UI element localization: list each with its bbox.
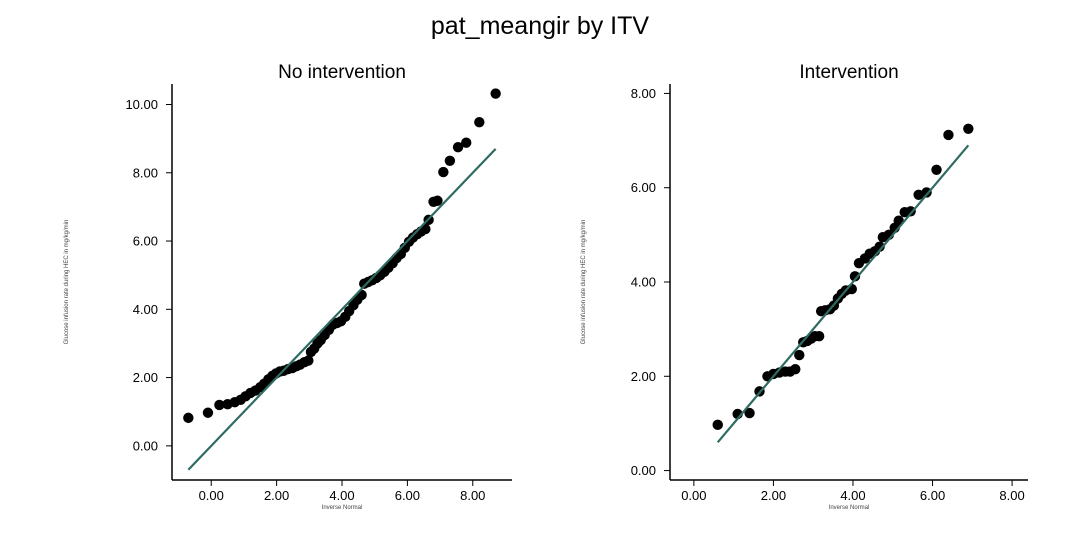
y-axis-title: Glucose infusion rate during HEC in mg/k…: [64, 220, 70, 345]
y-tick-label: 2.00: [133, 370, 158, 385]
data-point: [438, 166, 449, 178]
data-point: [794, 349, 805, 361]
y-tick-label: 6.00: [631, 180, 656, 195]
data-point: [813, 331, 825, 342]
reference-line: [187, 148, 497, 471]
x-tick-label: 8.00: [460, 488, 485, 503]
y-tick-label: 4.00: [133, 302, 158, 317]
x-tick-label: 0.00: [199, 488, 224, 503]
data-point: [452, 141, 464, 153]
reference-line: [716, 144, 970, 443]
data-point: [303, 355, 314, 366]
data-point: [444, 155, 456, 167]
data-point: [432, 195, 443, 206]
data-point: [931, 164, 942, 175]
data-point: [963, 123, 974, 134]
y-tick-label: 4.00: [631, 275, 656, 290]
data-point: [183, 412, 194, 424]
data-point: [874, 241, 885, 252]
panel-title: No intervention: [278, 62, 406, 83]
data-point: [461, 137, 472, 148]
data-point: [744, 407, 755, 419]
x-tick-label: 6.00: [395, 488, 420, 503]
figure-title: pat_meangir by ITV: [430, 12, 650, 40]
y-tick-label: 0.00: [631, 463, 656, 478]
data-point: [214, 399, 225, 411]
x-tick-label: 2.00: [264, 488, 289, 503]
data-point: [921, 187, 932, 198]
y-tick-label: 8.00: [133, 165, 158, 180]
x-tick-label: 6.00: [920, 488, 945, 503]
data-point: [905, 206, 916, 217]
data-point: [712, 419, 723, 431]
y-tick-label: 10.00: [125, 97, 158, 112]
panel-title: Intervention: [799, 62, 898, 83]
x-tick-label: 8.00: [999, 488, 1024, 503]
data-point: [943, 129, 954, 141]
data-point: [849, 271, 861, 282]
x-tick-label: 0.00: [681, 488, 706, 503]
data-point: [490, 88, 501, 99]
data-point: [913, 189, 924, 200]
chart-panel-2: Intervention 0.00 2.00 4.00 6.00 8.00 0.00 2.00…: [581, 62, 1028, 511]
data-point: [790, 364, 801, 375]
y-tick-label: 0.00: [133, 438, 158, 453]
y-axis-title: Glucose infusion rate during HEC in mg/k…: [581, 220, 587, 345]
chart-panel-1: No intervention 0.00 2.00 4.00 6.00 8.00 10.00…: [64, 62, 512, 511]
data-point: [202, 407, 214, 418]
x-tick-label: 4.00: [329, 488, 354, 503]
y-tick-label: 8.00: [631, 86, 656, 101]
x-tick-label: 2.00: [761, 488, 786, 503]
x-tick-label: 4.00: [840, 488, 865, 503]
x-axis-title: Inverse Normal: [829, 505, 870, 511]
y-tick-label: 2.00: [631, 369, 656, 384]
y-tick-label: 6.00: [133, 234, 158, 249]
data-point: [474, 117, 485, 128]
x-axis-title: Inverse Normal: [322, 505, 363, 511]
